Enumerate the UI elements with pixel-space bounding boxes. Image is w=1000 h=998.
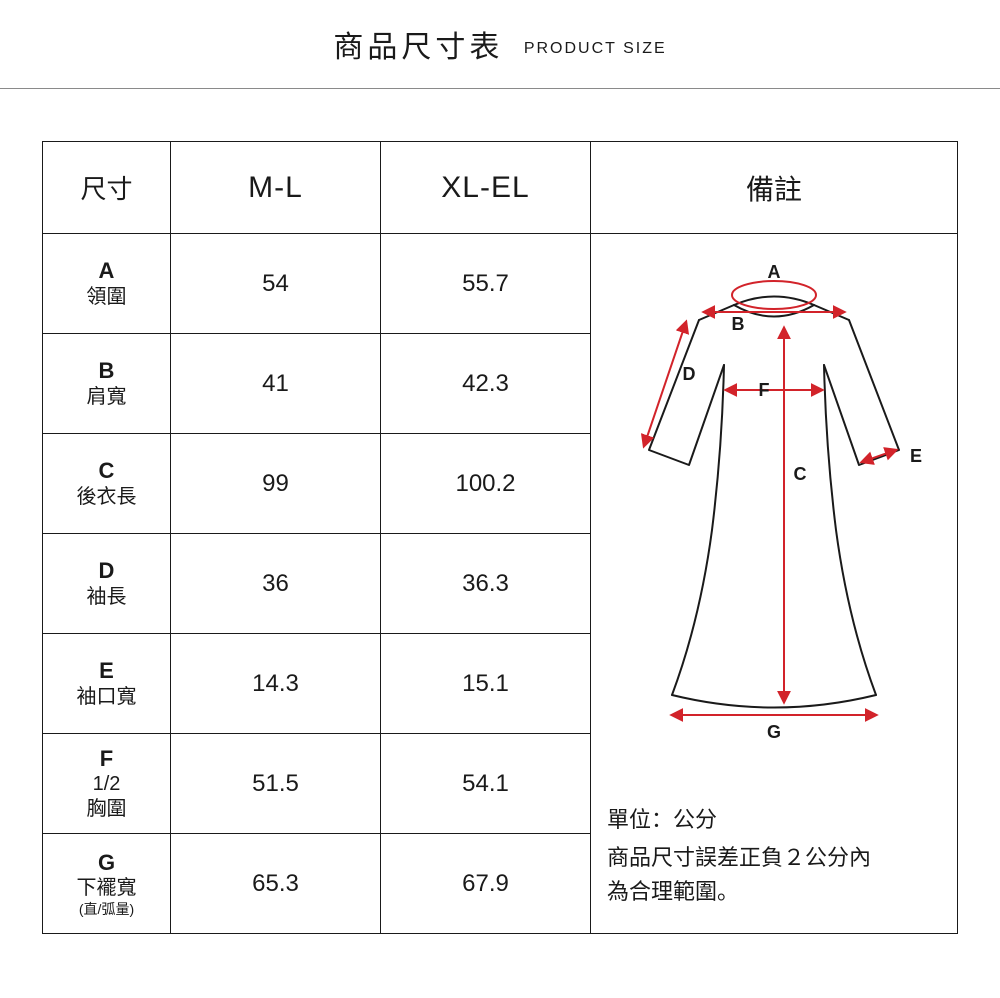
row-name: 下襬寬	[77, 876, 137, 901]
cell-value: 54.1	[381, 734, 591, 834]
row-label-cell: F 1/2 胸圍	[43, 734, 171, 834]
tolerance-line-1: 商品尺寸誤差正負２公分內	[607, 841, 941, 875]
title-en: PRODUCT SIZE	[524, 40, 667, 57]
row-label-cell: G 下襬寬 (直/弧量)	[43, 834, 171, 934]
diagram-label-d: D	[683, 364, 696, 384]
row-code: B	[99, 357, 115, 385]
row-name2: 胸圍	[87, 797, 127, 822]
row-code: D	[99, 557, 115, 585]
row-code: A	[99, 257, 115, 285]
diagram-svg: A B D F C E G	[604, 250, 944, 750]
cell-value: 36.3	[381, 534, 591, 634]
row-label-cell: C 後衣長	[43, 434, 171, 534]
diagram-label-e: E	[910, 446, 922, 466]
garment-diagram: A B D F C E G	[591, 250, 957, 770]
cell-value: 65.3	[171, 834, 381, 934]
header-col-1: XL-EL	[381, 142, 591, 234]
cell-value: 55.7	[381, 234, 591, 334]
cell-value: 14.3	[171, 634, 381, 734]
remarks-notes: 單位：公分 商品尺寸誤差正負２公分內 為合理範圍。	[607, 803, 941, 909]
row-label-cell: D 袖長	[43, 534, 171, 634]
row-name: 肩寬	[87, 385, 127, 410]
row-code: G	[98, 849, 115, 877]
cell-value: 41	[171, 334, 381, 434]
cell-value: 100.2	[381, 434, 591, 534]
row-name: 後衣長	[77, 485, 137, 510]
tolerance-line-2: 為合理範圍。	[607, 875, 941, 909]
row-name: 1/2	[93, 772, 121, 797]
cell-value: 36	[171, 534, 381, 634]
table-header-row: 尺寸 M-L XL-EL 備註	[43, 142, 958, 234]
diagram-label-f: F	[759, 380, 770, 400]
cell-value: 15.1	[381, 634, 591, 734]
row-label-cell: E 袖口寬	[43, 634, 171, 734]
row-name: 袖口寬	[77, 685, 137, 710]
title-zh: 商品尺寸表	[333, 31, 503, 64]
cell-value: 51.5	[171, 734, 381, 834]
table-row: A 領圍 54 55.7	[43, 234, 958, 334]
row-code: C	[99, 457, 115, 485]
diagram-label-a: A	[768, 262, 781, 282]
diagram-label-g: G	[767, 722, 781, 742]
row-name: 袖長	[87, 585, 127, 610]
header-col-0: M-L	[171, 142, 381, 234]
row-code: E	[99, 657, 114, 685]
row-code: F	[100, 745, 113, 773]
cell-value: 42.3	[381, 334, 591, 434]
cell-value: 54	[171, 234, 381, 334]
header-remarks: 備註	[591, 142, 958, 234]
table-container: 尺寸 M-L XL-EL 備註 A 領圍 54 55.7	[0, 89, 1000, 934]
cell-value: 99	[171, 434, 381, 534]
page: 商品尺寸表 PRODUCT SIZE 尺寸 M-L XL-EL 備註 A 領圍	[0, 0, 1000, 998]
cell-value: 67.9	[381, 834, 591, 934]
row-name: 領圍	[87, 285, 127, 310]
row-sub: (直/弧量)	[79, 901, 134, 919]
size-table: 尺寸 M-L XL-EL 備註 A 領圍 54 55.7	[42, 141, 958, 934]
unit-text: 單位：公分	[607, 803, 941, 837]
title-block: 商品尺寸表 PRODUCT SIZE	[0, 0, 1000, 88]
row-label-cell: B 肩寬	[43, 334, 171, 434]
diagram-label-c: C	[794, 464, 807, 484]
diagram-label-b: B	[732, 314, 745, 334]
remarks-cell: A B D F C E G 單位：公分	[591, 234, 958, 934]
header-size: 尺寸	[43, 142, 171, 234]
row-label-cell: A 領圍	[43, 234, 171, 334]
